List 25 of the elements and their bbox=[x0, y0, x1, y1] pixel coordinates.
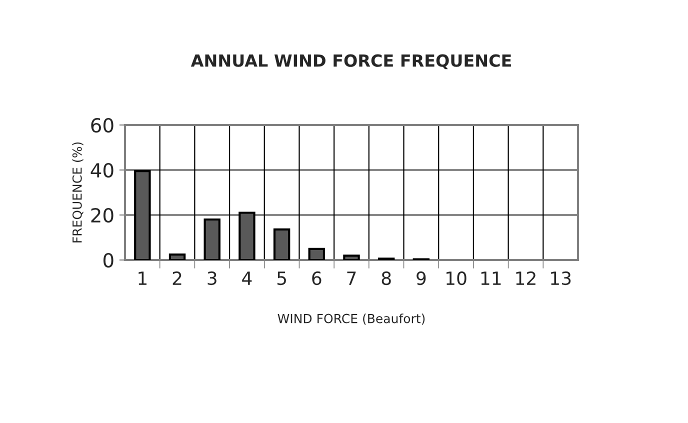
bar bbox=[308, 248, 326, 260]
x-tick-label: 7 bbox=[347, 272, 356, 285]
y-tick-label: 20 bbox=[91, 208, 114, 223]
y-tick-label: 60 bbox=[91, 118, 114, 133]
y-tick-label: 40 bbox=[90, 162, 114, 178]
x-tick-label: 2 bbox=[172, 271, 182, 285]
bar bbox=[168, 254, 186, 260]
x-tick-label: 5 bbox=[277, 272, 286, 286]
x-tick-label: 8 bbox=[382, 271, 391, 286]
bar bbox=[204, 218, 220, 260]
bar bbox=[273, 228, 290, 260]
x-tick-label: 12 bbox=[516, 271, 536, 285]
x-tick-label: 6 bbox=[312, 271, 322, 286]
x-tick-label: 4 bbox=[242, 272, 252, 285]
bar bbox=[343, 254, 360, 260]
x-tick-label: 11 bbox=[481, 272, 501, 285]
chart-title: ANNUAL WIND FORCE FREQUENCE bbox=[190, 54, 511, 70]
y-tick-label: 0 bbox=[103, 252, 114, 268]
x-tick-label: 10 bbox=[446, 271, 466, 286]
x-tick-label: 13 bbox=[551, 271, 571, 286]
x-tick-label: 3 bbox=[208, 271, 216, 286]
x-tick-label: 9 bbox=[416, 271, 426, 286]
x-axis-title: WIND FORCE (Beaufort) bbox=[278, 314, 425, 325]
y-axis-title: FREQUENCE (%) bbox=[72, 142, 84, 242]
x-tick-label: 1 bbox=[138, 272, 146, 285]
